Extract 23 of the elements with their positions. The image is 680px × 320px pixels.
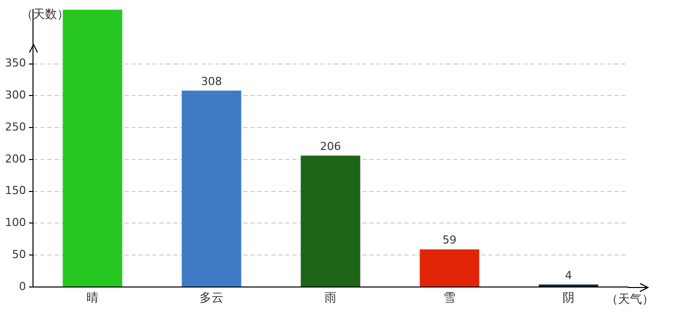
bar [62, 10, 122, 286]
data-label: 308 [201, 74, 222, 88]
data-label: 4 [565, 268, 572, 282]
x-tick-label: 多云 [200, 290, 224, 304]
y-tick-label: 300 [5, 88, 26, 102]
bar [300, 156, 360, 286]
data-label: 206 [320, 140, 341, 153]
data-label: 59 [442, 234, 456, 247]
y-axis-title: （天数） [21, 7, 69, 22]
x-tick-label: 雨 [324, 290, 336, 304]
x-tick-label: 晴 [86, 290, 98, 304]
y-tick-label: 50 [12, 248, 26, 261]
y-tick-label: 250 [5, 120, 26, 134]
y-tick-label: 0 [19, 280, 26, 293]
x-tick-label: 雪 [444, 290, 456, 304]
bar [182, 90, 242, 286]
bar [420, 249, 480, 286]
y-tick-label: 150 [5, 184, 26, 198]
x-tick-label: 阴 [562, 290, 574, 304]
y-tick-label: 350 [5, 56, 26, 70]
y-tick-label: 200 [5, 152, 26, 166]
y-tick-label: 100 [5, 216, 26, 230]
x-axis-title: （天气） [606, 292, 654, 306]
